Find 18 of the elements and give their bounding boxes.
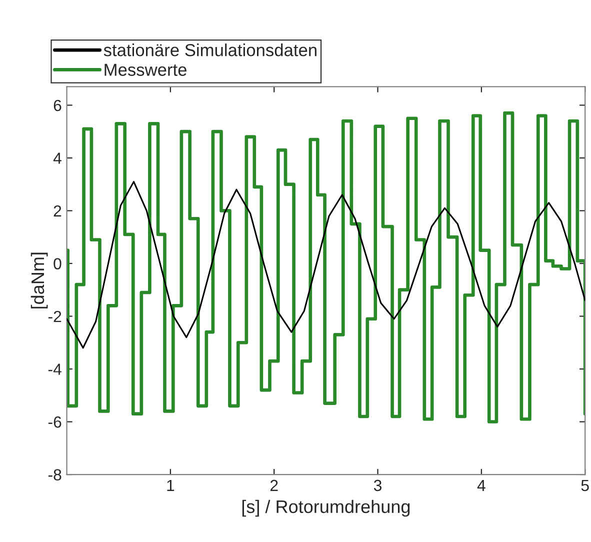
x-tick-label: 5 bbox=[581, 480, 589, 492]
y-tick-label: 0 bbox=[54, 258, 62, 270]
y-tick-label: 2 bbox=[54, 205, 62, 216]
x-axis-title: [s] / Rotorumdrehung bbox=[242, 500, 410, 517]
x-tick-label: 4 bbox=[477, 480, 486, 491]
y-tick-label: 4 bbox=[53, 152, 62, 164]
y-tick-label: -8 bbox=[48, 469, 62, 480]
x-tick-label: 3 bbox=[374, 480, 382, 492]
x-tick-label: 2 bbox=[270, 480, 278, 491]
line-series bbox=[66, 180, 586, 349]
y-tick-label: -6 bbox=[48, 416, 62, 428]
legend-label: Messwerte bbox=[104, 64, 186, 76]
y-tick-label: -4 bbox=[48, 364, 62, 375]
y-tick-label: -2 bbox=[48, 310, 62, 322]
x-tick-label: 1 bbox=[167, 480, 174, 491]
legend-label: stationäre Simulationsdaten bbox=[104, 44, 316, 56]
y-axis-title: [daNm] bbox=[30, 252, 48, 308]
y-tick-label: 6 bbox=[54, 100, 62, 112]
